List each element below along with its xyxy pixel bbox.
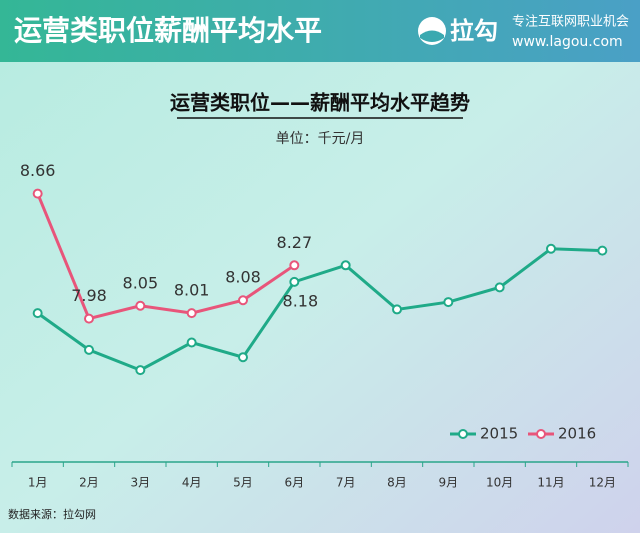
x-tick-label: 11月 bbox=[537, 476, 564, 490]
chart-subtitle: 单位：千元/月 bbox=[276, 131, 365, 147]
x-tick-label: 1月 bbox=[28, 476, 48, 490]
x-tick-label: 2月 bbox=[79, 476, 99, 490]
x-tick-label: 8月 bbox=[387, 476, 407, 490]
legend-label: 2015 bbox=[480, 425, 518, 443]
point bbox=[546, 243, 556, 254]
chart-title: 运营类职位——薪酬平均水平趋势 bbox=[170, 91, 470, 115]
value-label: 8.27 bbox=[277, 233, 313, 252]
x-tick-label: 7月 bbox=[336, 476, 356, 490]
url: www.lagou.com bbox=[512, 34, 623, 50]
point bbox=[340, 260, 351, 271]
point bbox=[32, 188, 43, 199]
legend-marker bbox=[536, 429, 546, 439]
series-line bbox=[36, 193, 296, 321]
value-label: 8.05 bbox=[123, 273, 159, 292]
point bbox=[186, 337, 197, 348]
logo-wave bbox=[420, 30, 444, 42]
point bbox=[186, 308, 197, 319]
x-tick-label: 3月 bbox=[131, 476, 151, 490]
header-band bbox=[0, 0, 640, 62]
x-tick-label: 5月 bbox=[233, 476, 253, 490]
logo-text: 拉勾 bbox=[450, 17, 498, 45]
point bbox=[289, 260, 300, 271]
point bbox=[238, 352, 248, 363]
point bbox=[289, 276, 300, 287]
value-label: 8.01 bbox=[174, 281, 210, 300]
point bbox=[392, 304, 402, 315]
point bbox=[597, 245, 608, 256]
point bbox=[238, 295, 248, 306]
x-tick-label: 9月 bbox=[439, 476, 459, 490]
point bbox=[84, 313, 94, 324]
point bbox=[32, 308, 43, 319]
point bbox=[443, 297, 454, 308]
series-line bbox=[36, 247, 603, 372]
x-tick-label: 4月 bbox=[182, 476, 202, 490]
point bbox=[84, 344, 94, 355]
header-title: 运营类职位薪酬平均水平 bbox=[14, 14, 322, 47]
point bbox=[135, 300, 146, 311]
x-tick-label: 6月 bbox=[285, 476, 305, 490]
value-label: 8.18 bbox=[283, 291, 319, 310]
point bbox=[135, 365, 146, 376]
point bbox=[494, 282, 505, 293]
legend-label: 2016 bbox=[558, 425, 596, 443]
value-label: 7.98 bbox=[71, 286, 107, 305]
x-tick-label: 12月 bbox=[589, 476, 616, 490]
slogan: 专注互联网职业机会 bbox=[512, 15, 629, 30]
x-tick-label: 10月 bbox=[486, 476, 513, 490]
source: 数据来源：拉勾网 bbox=[8, 507, 96, 521]
value-label: 8.66 bbox=[20, 161, 56, 180]
value-label: 8.08 bbox=[225, 268, 261, 287]
legend-marker bbox=[458, 429, 468, 439]
